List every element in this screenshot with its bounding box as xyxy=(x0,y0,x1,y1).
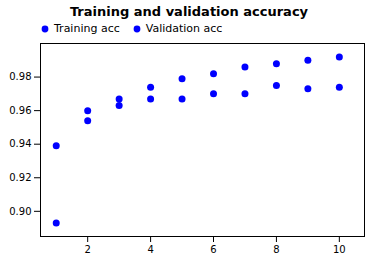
svg-text:0.90: 0.90 xyxy=(9,206,31,217)
html-text:Training and validation accura: Training and validation accuracy xyxy=(69,4,309,19)
svg-text:6: 6 xyxy=(210,244,216,255)
svg-text:4: 4 xyxy=(147,244,153,255)
svg-text:0.94: 0.94 xyxy=(9,138,31,149)
svg-text:8: 8 xyxy=(273,244,279,255)
svg-text:0.96: 0.96 xyxy=(9,105,31,116)
svg-text:0.98: 0.98 xyxy=(9,71,31,82)
svg-text:10: 10 xyxy=(333,244,346,255)
html-text:Training acc: Training acc xyxy=(54,22,120,35)
svg-text:0.92: 0.92 xyxy=(9,172,31,183)
html-text:Validation acc: Validation acc xyxy=(145,22,223,35)
svg-text:2: 2 xyxy=(84,244,90,255)
